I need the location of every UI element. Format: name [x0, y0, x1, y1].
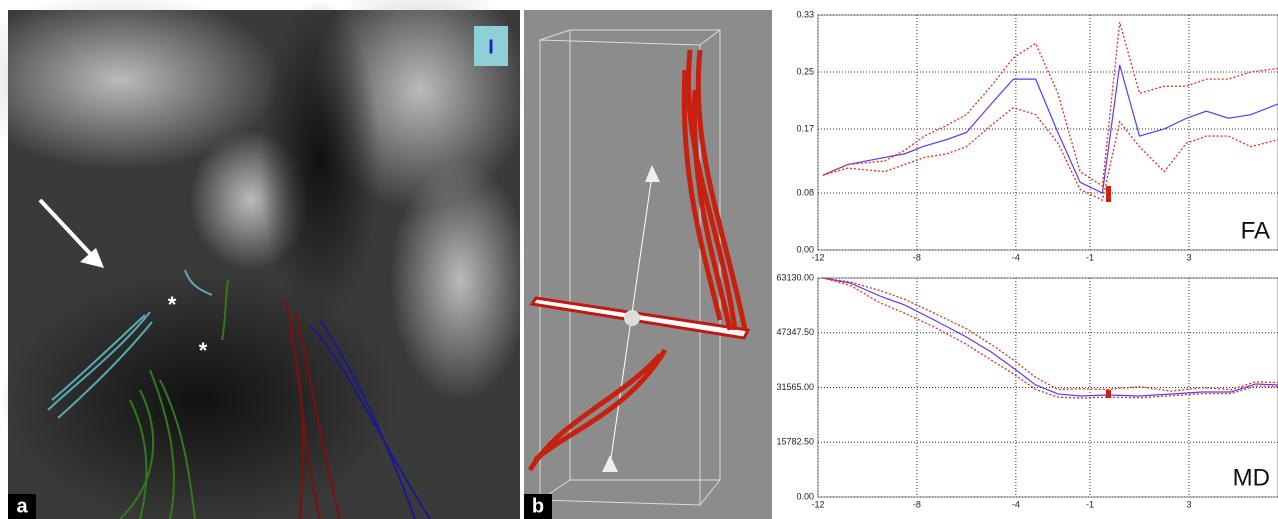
figure: * * I a b 0.000.080.170.250.33-12-8-4-13…	[0, 0, 1278, 519]
cube-label: I	[488, 36, 494, 58]
panel-label: a	[16, 495, 28, 517]
cursor-marker	[1106, 390, 1111, 398]
chart-label: FA	[1241, 217, 1270, 244]
annotation: *	[168, 292, 177, 317]
x-tick-label: 3	[1186, 252, 1191, 262]
y-tick-label: 0.33	[796, 9, 814, 19]
y-tick-label: 0.17	[796, 123, 814, 133]
x-tick-label: -12	[811, 252, 824, 262]
x-tick-label: -4	[1012, 499, 1020, 509]
panel-label: b	[532, 495, 544, 517]
y-tick-label: 0.08	[796, 187, 814, 197]
mri-panel: * * I a	[0, 0, 530, 519]
y-tick-label: 63130.00	[776, 272, 814, 282]
figure-canvas: * * I a b 0.000.080.170.250.33-12-8-4-13…	[0, 0, 1278, 519]
x-tick-label: -1	[1086, 499, 1094, 509]
y-tick-label: 31565.00	[776, 382, 814, 392]
y-tick-label: 0.25	[796, 66, 814, 76]
x-tick-label: -1	[1086, 252, 1094, 262]
x-tick-label: -4	[1012, 252, 1020, 262]
x-tick-label: -8	[913, 499, 921, 509]
annotation: *	[199, 338, 208, 363]
plot-area	[818, 15, 1278, 250]
chart-label: MD	[1233, 464, 1270, 491]
x-tick-label: -12	[811, 499, 824, 509]
y-tick-label: 47347.50	[776, 327, 814, 337]
tract-panel: b	[524, 10, 772, 519]
cursor-marker	[1106, 186, 1111, 202]
x-tick-label: 3	[1186, 499, 1191, 509]
y-tick-label: 15782.50	[776, 437, 814, 447]
x-tick-label: -8	[913, 252, 921, 262]
